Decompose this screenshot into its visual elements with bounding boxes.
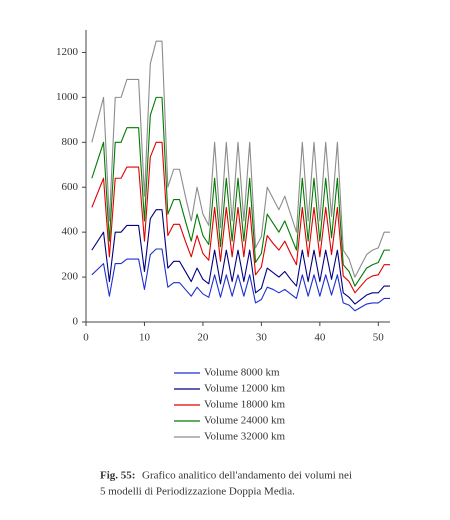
series-line: [91, 209, 390, 305]
y-tick-label: 600: [62, 181, 79, 193]
legend-label: Volume 12000 km: [204, 383, 286, 395]
series-line: [91, 96, 390, 287]
y-tick-label: 0: [73, 316, 79, 328]
series-line: [91, 141, 390, 294]
y-tick-label: 1200: [56, 46, 79, 58]
caption-text: 5 modelli di Periodizzazione Doppia Medi…: [100, 486, 295, 498]
x-tick-label: 0: [83, 332, 89, 344]
legend-label: Volume 18000 km: [204, 399, 286, 411]
y-tick-label: 200: [62, 271, 79, 283]
y-tick-label: 800: [62, 136, 79, 148]
x-tick-label: 10: [139, 332, 151, 344]
y-tick-label: 1000: [56, 91, 79, 103]
x-tick-label: 40: [314, 332, 326, 344]
x-tick-label: 30: [256, 332, 268, 344]
series-line: [91, 248, 390, 312]
legend-label: Volume 8000 km: [204, 367, 280, 379]
y-tick-label: 400: [62, 226, 79, 238]
series-line: [91, 40, 390, 278]
legend-label: Volume 24000 km: [204, 415, 286, 427]
caption-label: Fig. 55:: [100, 470, 135, 482]
x-tick-label: 20: [197, 332, 209, 344]
caption-text: Grafico analitico dell'andamento dei vol…: [142, 470, 352, 482]
x-tick-label: 50: [373, 332, 385, 344]
legend-label: Volume 32000 km: [204, 431, 286, 443]
